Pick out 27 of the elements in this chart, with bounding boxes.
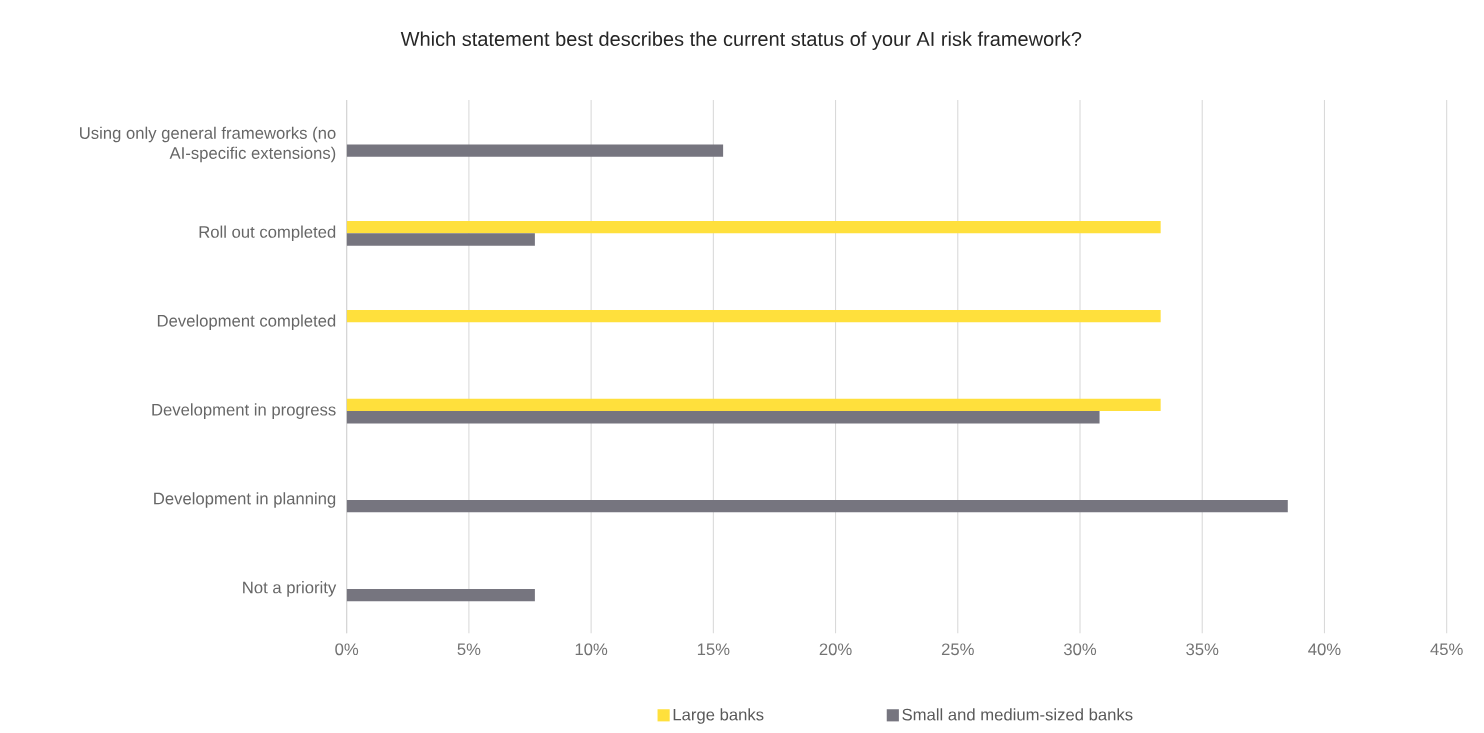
x-tick-label: 5% <box>457 643 481 655</box>
x-tick-label: 10% <box>575 643 608 656</box>
bar <box>346 410 1100 424</box>
bar <box>346 233 535 246</box>
bar <box>346 398 1161 411</box>
legend-label: Small and medium-sized banks <box>902 708 1133 721</box>
bar <box>346 588 535 602</box>
x-tick-label: 15% <box>697 643 730 655</box>
y-tick-label: Roll out completed <box>199 225 336 241</box>
x-tick-label: 20% <box>819 643 852 656</box>
bar <box>346 499 1288 513</box>
y-tick-label: Not a priority <box>243 580 337 597</box>
bar <box>346 144 724 157</box>
y-tick-label: Using only general frameworks (no AI-specific extensions) <box>80 126 336 163</box>
x-tick-label: 0% <box>335 643 359 656</box>
x-tick-label: 30% <box>1063 643 1097 656</box>
x-tick-label: 40% <box>1308 643 1341 656</box>
y-tick-label: Development in progress <box>152 403 336 419</box>
y-tick-label: Development in planning <box>154 492 336 508</box>
x-tick-label: 45% <box>1430 643 1463 655</box>
bar <box>346 220 1161 234</box>
legend-label: Large banks <box>673 708 764 724</box>
y-tick-label: Development completed <box>157 314 336 330</box>
chart-title: Which statement best describes the current status of your AI risk framework? <box>400 31 1082 50</box>
x-tick-label: 35% <box>1186 643 1219 656</box>
x-tick-label: 25% <box>941 643 974 656</box>
bar <box>346 309 1161 323</box>
